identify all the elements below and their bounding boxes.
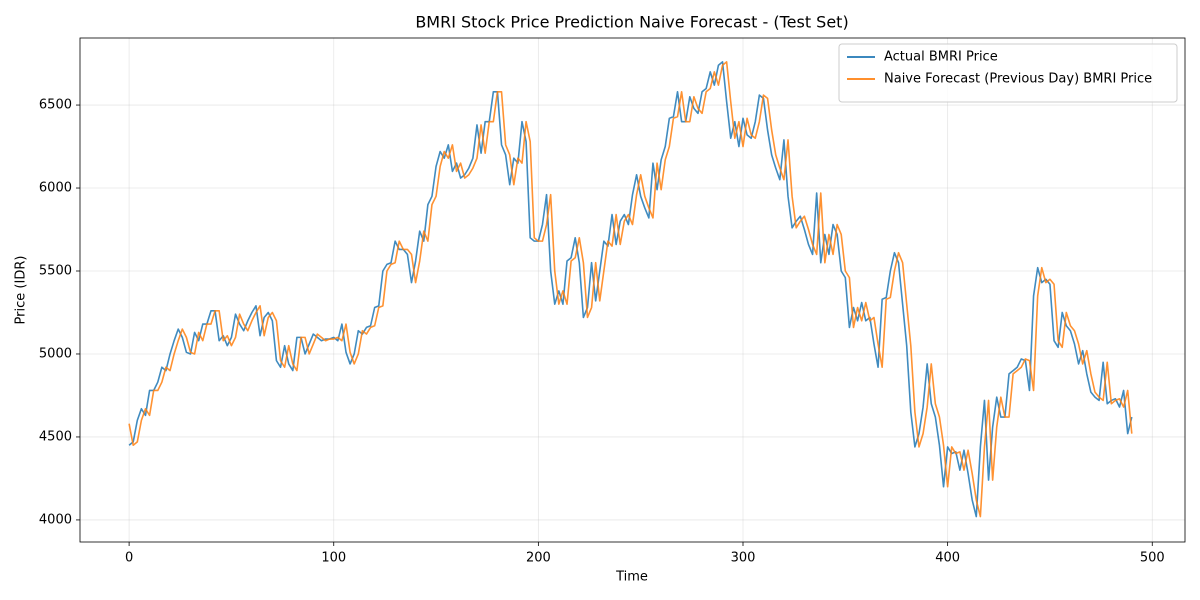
y-tick-label: 6000	[39, 181, 72, 196]
legend-box	[838, 43, 1178, 103]
y-tick-label: 4500	[39, 429, 72, 444]
y-axis-label: Price (IDR)	[14, 256, 29, 325]
x-axis-label: Time	[615, 570, 648, 585]
legend-label: Naive Forecast (Previous Day) BMRI Price	[884, 72, 1152, 87]
x-tick-label: 500	[1140, 551, 1165, 566]
series-line	[128, 61, 1133, 518]
x-tick-label: 0	[125, 551, 133, 566]
series-line	[128, 61, 1133, 518]
chart-title: BMRI Stock Price Prediction Naive Foreca…	[415, 13, 848, 32]
y-tick-label: 5000	[39, 346, 72, 361]
legend-label: Actual BMRI Price	[884, 50, 998, 65]
y-tick-label: 5500	[39, 263, 72, 278]
x-tick-label: 200	[526, 551, 551, 566]
x-tick-label: 100	[321, 551, 346, 566]
x-tick-label: 400	[935, 551, 960, 566]
plot-frame	[79, 37, 1186, 543]
y-tick-label: 4000	[39, 512, 72, 527]
y-tick-label: 6500	[39, 98, 72, 113]
x-tick-label: 300	[731, 551, 756, 566]
